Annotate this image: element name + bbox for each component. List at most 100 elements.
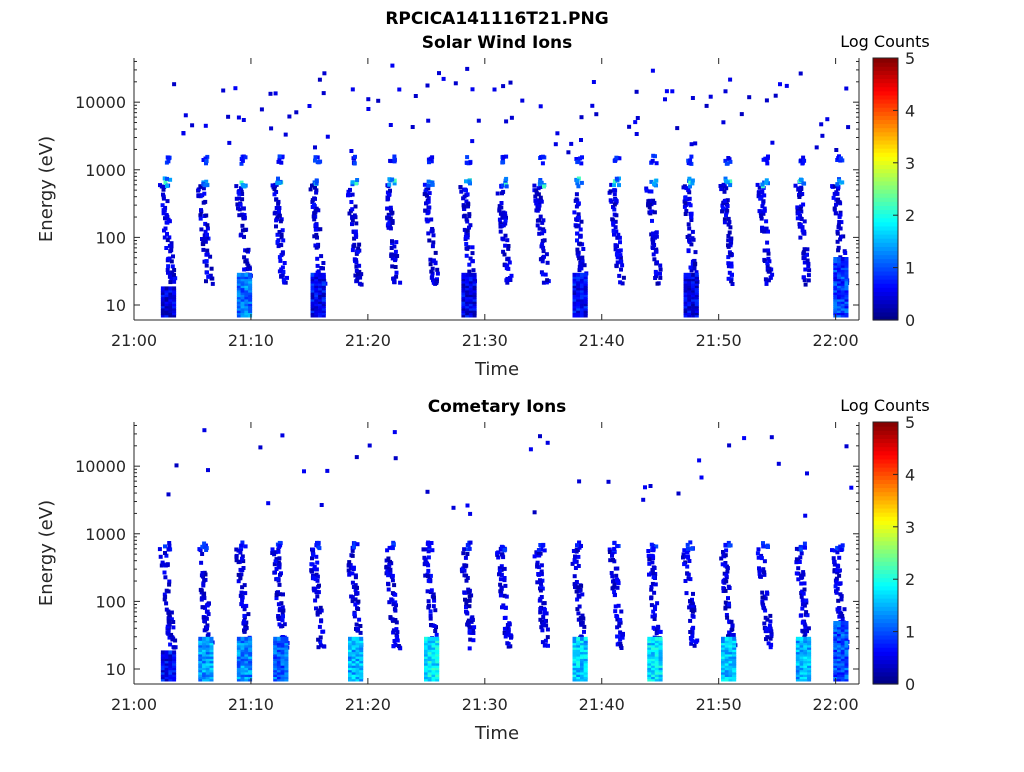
low-energy-cell xyxy=(580,293,584,298)
solar-wind-cell xyxy=(840,543,845,548)
ion-cell xyxy=(694,270,699,275)
low-energy-cell xyxy=(435,663,440,668)
low-energy-cell xyxy=(576,670,581,675)
ion-cell xyxy=(388,567,393,572)
ion-cell xyxy=(461,566,466,571)
low-energy-cell xyxy=(431,636,436,641)
ion-cell xyxy=(725,569,730,574)
low-energy-cell xyxy=(240,654,245,659)
ion-cell xyxy=(800,602,805,607)
low-energy-cell xyxy=(687,286,692,291)
low-energy-cell xyxy=(314,313,319,318)
ion-cell xyxy=(503,214,508,219)
ion-cell xyxy=(395,630,400,635)
low-energy-cell xyxy=(472,281,477,286)
ion-cell xyxy=(575,251,580,256)
ion-cell xyxy=(353,204,358,209)
solar-wind-cell xyxy=(801,155,806,160)
low-energy-cell xyxy=(572,277,577,282)
low-energy-cell xyxy=(198,675,203,680)
ion-cell xyxy=(761,567,766,572)
low-energy-cell xyxy=(840,257,845,261)
ion-cell xyxy=(646,199,651,204)
low-energy-cell xyxy=(248,650,253,655)
low-energy-cell xyxy=(244,643,249,648)
ion-cell xyxy=(461,196,466,201)
colorbar-segment xyxy=(873,450,898,456)
ion-cell xyxy=(608,198,613,203)
low-energy-cell xyxy=(833,639,838,644)
ion-cell xyxy=(571,549,576,553)
colorbar-segment xyxy=(873,585,898,591)
ion-cell xyxy=(243,591,248,596)
low-energy-cell xyxy=(799,668,804,673)
ion-cell xyxy=(161,192,165,197)
ion-cell xyxy=(760,225,765,230)
low-energy-cell xyxy=(807,652,812,657)
low-energy-cell xyxy=(273,639,278,644)
low-energy-cell xyxy=(833,270,838,275)
ion-cell xyxy=(278,572,282,577)
low-energy-cell xyxy=(273,675,278,680)
low-energy-cell xyxy=(647,636,652,641)
low-energy-cell xyxy=(728,643,733,648)
ion-cell xyxy=(172,279,177,284)
ion-cell xyxy=(658,267,663,272)
low-energy-cell xyxy=(355,643,360,648)
ion-cell xyxy=(167,219,172,224)
low-energy-cell xyxy=(844,643,849,648)
ion-cell xyxy=(467,262,472,267)
low-energy-cell xyxy=(572,284,577,289)
low-energy-cell xyxy=(572,306,577,311)
ion-cell xyxy=(647,205,652,210)
ion-cell xyxy=(346,563,351,568)
low-energy-cell xyxy=(424,673,428,677)
low-energy-cell xyxy=(168,652,173,657)
ion-cell xyxy=(690,609,695,614)
low-energy-cell xyxy=(314,304,319,309)
low-energy-cell xyxy=(240,675,245,680)
high-energy-cell xyxy=(834,148,839,152)
ion-cell xyxy=(685,235,690,239)
ion-cell xyxy=(576,215,581,220)
ion-cell xyxy=(308,187,313,192)
ion-cell xyxy=(468,256,473,261)
low-energy-cell xyxy=(236,286,241,291)
low-energy-cell xyxy=(840,627,845,632)
ion-cell xyxy=(725,204,730,208)
low-energy-cell xyxy=(580,304,584,309)
ion-cell xyxy=(762,193,767,198)
solar-wind-cell xyxy=(687,176,692,181)
low-energy-cell xyxy=(276,661,281,666)
solar-wind-cell xyxy=(465,543,470,548)
low-energy-cell xyxy=(583,284,588,289)
low-energy-cell xyxy=(236,663,241,668)
low-energy-cell xyxy=(314,286,319,291)
low-energy-cell xyxy=(683,302,688,307)
low-energy-cell xyxy=(803,668,808,673)
low-energy-cell xyxy=(205,675,210,680)
ion-cell xyxy=(838,237,843,242)
low-energy-cell xyxy=(844,677,849,682)
ion-cell xyxy=(538,185,543,189)
solar-wind-cell xyxy=(203,183,208,188)
low-energy-cell xyxy=(647,677,652,682)
low-energy-cell xyxy=(209,661,214,666)
low-energy-cell xyxy=(803,639,808,644)
low-energy-cell xyxy=(168,659,173,664)
low-energy-cell xyxy=(833,266,838,270)
low-energy-cell xyxy=(580,650,584,655)
low-energy-cell xyxy=(837,290,841,295)
low-energy-cell xyxy=(583,641,588,646)
ion-cell xyxy=(393,618,398,622)
low-energy-cell xyxy=(583,277,588,282)
high-energy-cell xyxy=(294,110,299,115)
low-energy-cell xyxy=(465,286,470,291)
ion-cell xyxy=(612,192,617,197)
ion-cell xyxy=(654,230,659,235)
low-energy-cell xyxy=(658,639,663,644)
low-energy-cell xyxy=(837,636,841,641)
ion-cell xyxy=(721,206,725,211)
ion-cell xyxy=(719,556,724,561)
low-energy-cell xyxy=(284,659,289,664)
